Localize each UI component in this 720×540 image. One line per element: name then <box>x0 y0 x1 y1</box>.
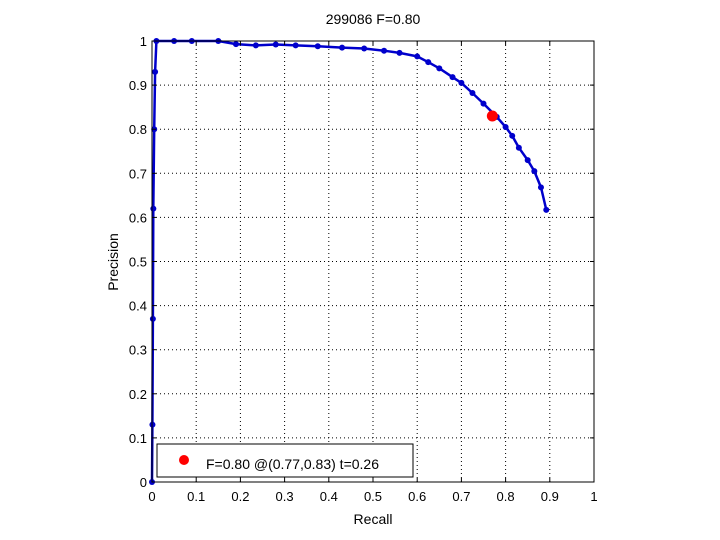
x-tick-label: 0.8 <box>497 489 515 504</box>
pr-curve-point <box>515 144 522 151</box>
x-tick-label: 0 <box>148 489 155 504</box>
pr-curve-point <box>436 65 443 72</box>
grid-lines <box>152 41 594 482</box>
pr-curve-point <box>537 184 544 191</box>
pr-curve-point <box>425 59 432 66</box>
pr-curve-point <box>339 44 346 51</box>
pr-curve-point <box>449 74 456 81</box>
chart-title: 299086 F=0.80 <box>326 11 421 27</box>
pr-curve-point <box>292 42 299 49</box>
y-tick-label: 1 <box>140 34 147 49</box>
x-tick-label: 0.2 <box>231 489 249 504</box>
legend-marker <box>179 455 189 465</box>
y-tick-label: 0.7 <box>129 166 147 181</box>
x-tick-label: 0.1 <box>187 489 205 504</box>
y-tick-label: 0.3 <box>129 343 147 358</box>
x-tick-label: 0.7 <box>452 489 470 504</box>
pr-curve-point <box>149 315 156 322</box>
x-tick-label: 1 <box>590 489 597 504</box>
x-tick-label: 0.5 <box>364 489 382 504</box>
legend: F=0.80 @(0.77,0.83) t=0.26 <box>156 443 414 478</box>
y-tick-label: 0.4 <box>129 299 147 314</box>
y-tick-labels: 0 0.1 0.2 0.3 0.4 0.5 0.6 0.7 0.8 0.9 1 <box>129 34 147 490</box>
pr-curve-point <box>314 43 321 50</box>
highlight-layer <box>486 110 498 122</box>
axis-ticks <box>151 40 595 483</box>
pr-curve-point <box>414 53 421 60</box>
y-tick-label: 0.2 <box>129 387 147 402</box>
y-tick-label: 0.5 <box>129 255 147 270</box>
x-axis-label: Recall <box>354 511 393 527</box>
pr-curve-line <box>150 39 548 483</box>
x-tick-label: 0.4 <box>320 489 338 504</box>
pr-curve-point <box>531 168 538 175</box>
y-tick-label: 0.8 <box>129 122 147 137</box>
legend-box <box>156 443 414 478</box>
y-axis-label: Precision <box>105 233 121 291</box>
pr-curve-point <box>524 157 531 164</box>
pr-curve-point <box>232 41 239 48</box>
x-tick-labels: 0 0.1 0.2 0.3 0.4 0.5 0.6 0.7 0.8 0.9 1 <box>148 489 597 504</box>
pr-curve-point <box>396 49 403 56</box>
y-tick-label: 0 <box>140 475 147 490</box>
best-f-marker <box>486 110 498 122</box>
x-tick-label: 0.6 <box>408 489 426 504</box>
pr-curve-point <box>252 42 259 49</box>
y-tick-label: 0.6 <box>129 210 147 225</box>
pr-curve-point <box>381 47 388 54</box>
pr-curve-point <box>272 41 279 48</box>
legend-label: F=0.80 @(0.77,0.83) t=0.26 <box>206 456 379 472</box>
pr-curve-point <box>458 79 465 86</box>
y-tick-label: 0.9 <box>129 78 147 93</box>
pr-curve-point <box>480 100 487 107</box>
pr-curve-point <box>469 90 476 97</box>
pr-curve-point <box>152 68 159 75</box>
pr-curve-point <box>150 205 157 212</box>
x-tick-label: 0.9 <box>541 489 559 504</box>
pr-curve-point <box>509 132 516 139</box>
pr-curve-point <box>543 206 550 213</box>
y-tick-label: 0.1 <box>129 431 147 446</box>
x-tick-label: 0.3 <box>276 489 294 504</box>
pr-curve-point <box>361 45 368 52</box>
pr-curve-point <box>502 123 509 130</box>
